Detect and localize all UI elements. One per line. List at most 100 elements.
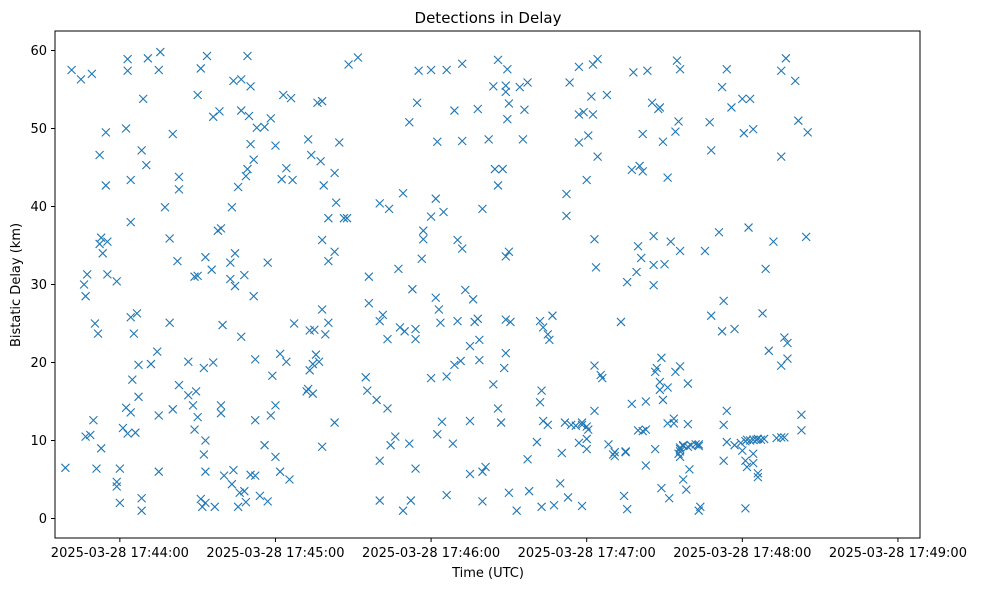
data-point-x-marker bbox=[168, 129, 178, 139]
data-point-x-marker bbox=[188, 401, 198, 410]
data-point-x-marker bbox=[504, 247, 514, 257]
data-point-x-marker bbox=[255, 491, 265, 501]
data-point-x-marker bbox=[215, 106, 224, 116]
data-point-x-marker bbox=[103, 269, 112, 279]
data-point-x-marker bbox=[131, 428, 140, 438]
data-point-x-marker bbox=[504, 488, 514, 498]
data-point-x-marker bbox=[288, 175, 297, 185]
x-tick-label: 2025-03-28 17:48:00 bbox=[673, 546, 811, 561]
data-point-x-marker bbox=[249, 155, 259, 165]
data-point-x-marker bbox=[666, 237, 676, 246]
data-point-x-marker bbox=[574, 62, 584, 72]
data-point-x-marker bbox=[426, 212, 436, 222]
data-point-x-marker bbox=[375, 496, 385, 505]
data-point-x-marker bbox=[378, 310, 388, 320]
data-point-x-marker bbox=[87, 69, 97, 79]
data-point-x-marker bbox=[719, 296, 729, 306]
data-point-x-marker bbox=[790, 76, 800, 86]
data-point-x-marker bbox=[801, 232, 811, 242]
data-point-x-marker bbox=[271, 401, 280, 410]
data-point-x-marker bbox=[250, 471, 260, 480]
data-point-x-marker bbox=[400, 326, 410, 336]
data-point-x-marker bbox=[229, 465, 238, 475]
data-point-x-marker bbox=[751, 435, 761, 445]
data-point-x-marker bbox=[201, 498, 210, 508]
data-point-x-marker bbox=[797, 410, 806, 420]
data-point-x-marker bbox=[408, 284, 417, 294]
data-point-x-marker bbox=[636, 253, 646, 263]
data-point-x-marker bbox=[412, 98, 422, 108]
data-point-x-marker bbox=[588, 60, 598, 69]
data-point-x-marker bbox=[202, 51, 212, 61]
data-point-x-marker bbox=[154, 65, 164, 75]
data-point-x-marker bbox=[364, 298, 374, 308]
data-point-x-marker bbox=[112, 477, 122, 487]
data-point-x-marker bbox=[649, 231, 659, 241]
data-point-x-marker bbox=[243, 164, 252, 174]
data-point-x-marker bbox=[493, 181, 503, 190]
data-point-x-marker bbox=[565, 78, 574, 87]
data-point-x-marker bbox=[95, 239, 105, 249]
data-point-x-marker bbox=[488, 379, 498, 389]
data-point-x-marker bbox=[641, 397, 651, 406]
data-point-x-marker bbox=[610, 447, 620, 457]
data-point-x-marker bbox=[361, 372, 371, 382]
data-point-x-marker bbox=[233, 502, 243, 512]
data-point-x-marker bbox=[286, 93, 296, 103]
data-point-x-marker bbox=[727, 103, 736, 112]
data-point-x-marker bbox=[759, 434, 769, 444]
data-point-x-marker bbox=[737, 94, 747, 104]
data-point-x-marker bbox=[593, 54, 602, 64]
data-point-x-marker bbox=[437, 417, 447, 427]
data-point-x-marker bbox=[323, 213, 333, 223]
data-point-x-marker bbox=[700, 246, 710, 256]
data-point-x-marker bbox=[216, 401, 226, 410]
data-point-x-marker bbox=[191, 386, 201, 396]
data-point-x-marker bbox=[260, 440, 269, 450]
data-point-x-marker bbox=[246, 139, 255, 149]
data-point-x-marker bbox=[719, 420, 729, 430]
data-point-x-marker bbox=[498, 164, 508, 174]
data-point-x-marker bbox=[478, 496, 487, 506]
data-point-x-marker bbox=[314, 357, 324, 367]
data-point-x-marker bbox=[375, 198, 385, 208]
data-point-x-marker bbox=[115, 498, 125, 508]
data-point-x-marker bbox=[474, 335, 484, 345]
data-point-x-marker bbox=[675, 452, 685, 462]
data-point-x-marker bbox=[193, 271, 203, 281]
data-point-x-marker bbox=[323, 256, 333, 266]
data-point-x-marker bbox=[143, 53, 153, 63]
data-point-x-marker bbox=[334, 138, 344, 147]
data-point-x-marker bbox=[532, 437, 542, 447]
data-point-x-marker bbox=[655, 103, 665, 112]
data-point-x-marker bbox=[404, 117, 414, 127]
data-point-x-marker bbox=[160, 202, 170, 212]
data-point-x-marker bbox=[90, 319, 100, 328]
data-point-x-marker bbox=[643, 66, 652, 76]
data-point-x-marker bbox=[339, 213, 349, 223]
data-point-x-marker bbox=[82, 269, 92, 279]
data-point-x-marker bbox=[663, 418, 673, 428]
data-point-x-marker bbox=[218, 320, 227, 330]
data-point-x-marker bbox=[663, 173, 673, 183]
data-point-x-marker bbox=[404, 439, 414, 449]
data-point-x-marker bbox=[783, 338, 792, 348]
data-point-x-marker bbox=[779, 432, 789, 442]
data-point-x-marker bbox=[730, 440, 739, 450]
data-point-x-marker bbox=[502, 114, 512, 124]
data-point-x-marker bbox=[154, 467, 164, 477]
data-point-x-marker bbox=[121, 124, 131, 133]
data-point-x-marker bbox=[583, 131, 593, 140]
data-point-x-marker bbox=[81, 291, 90, 301]
data-point-x-marker bbox=[543, 420, 553, 430]
data-point-x-marker bbox=[488, 81, 498, 91]
data-point-x-marker bbox=[330, 247, 339, 257]
data-point-x-marker bbox=[730, 324, 739, 334]
data-point-x-marker bbox=[629, 67, 638, 77]
plot-frame bbox=[54, 30, 921, 539]
data-point-x-marker bbox=[141, 160, 151, 170]
data-point-x-marker bbox=[241, 497, 251, 507]
data-point-x-marker bbox=[622, 277, 632, 287]
data-point-x-marker bbox=[456, 356, 466, 366]
